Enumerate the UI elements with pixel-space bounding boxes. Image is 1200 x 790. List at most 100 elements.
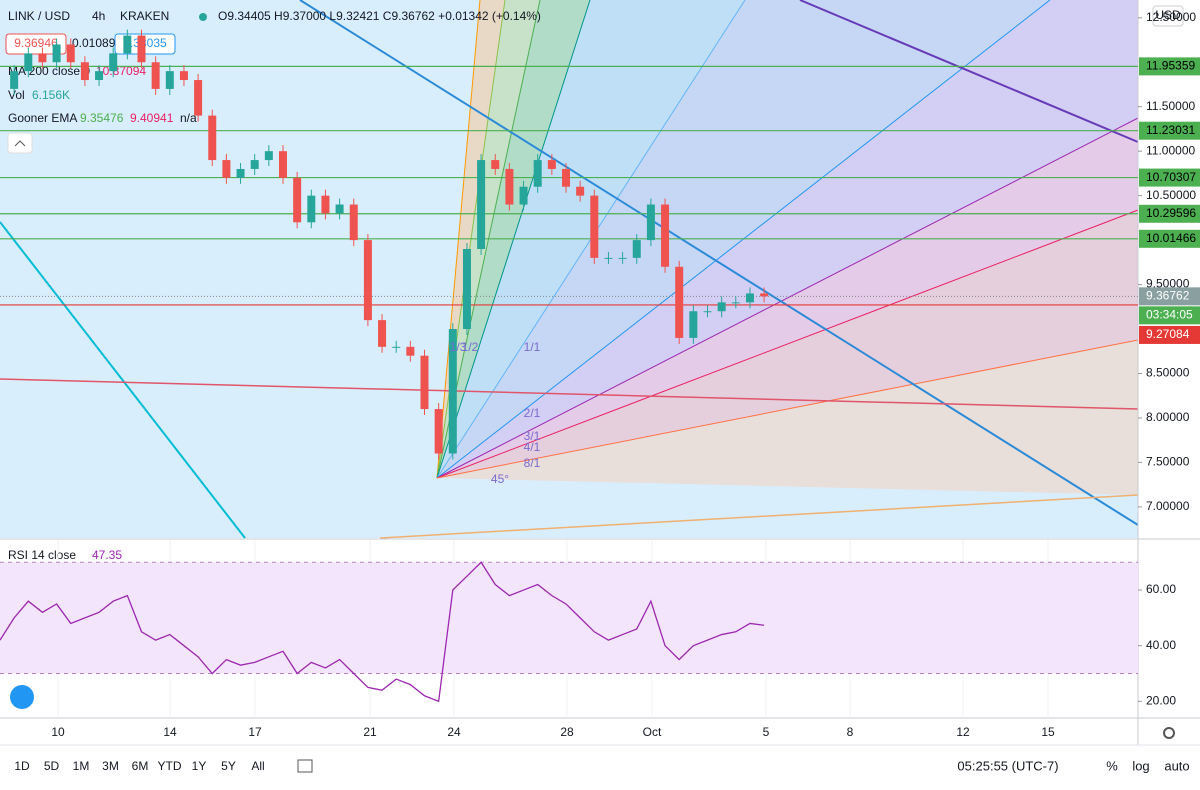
- trend-line: [379, 494, 1139, 539]
- rsi-band: [0, 562, 1138, 674]
- candle: [448, 329, 457, 454]
- candle: [760, 293, 769, 297]
- x-tick-label: 17: [248, 725, 262, 739]
- currency[interactable]: USD: [1155, 8, 1181, 22]
- x-tick-label: 12: [956, 725, 970, 739]
- range-button[interactable]: YTD: [158, 759, 182, 773]
- candle: [717, 302, 726, 312]
- candle: [24, 53, 33, 72]
- candle: [519, 186, 528, 205]
- range-button[interactable]: 1Y: [192, 759, 207, 773]
- y-tick-label: 12.50000: [1146, 10, 1196, 24]
- candle: [406, 346, 415, 356]
- collapse-icon: [14, 140, 26, 147]
- last-price-label: 9.36762: [1146, 289, 1190, 303]
- indicator-name: Gooner EMA: [8, 111, 77, 125]
- fan-label: 2/1: [524, 406, 541, 420]
- range-button[interactable]: 5D: [44, 759, 60, 773]
- settings-icon[interactable]: [1163, 727, 1175, 739]
- range-button[interactable]: 1M: [73, 759, 90, 773]
- candle: [420, 355, 429, 410]
- candle: [335, 204, 344, 214]
- candle: [689, 311, 698, 338]
- date-range-icon[interactable]: [297, 759, 313, 773]
- indicator-value: 10.87094: [96, 64, 146, 78]
- range-button[interactable]: 3M: [102, 759, 119, 773]
- candle: [661, 204, 670, 267]
- bid[interactable]: 9.36946: [14, 36, 58, 50]
- interval: 4h: [92, 9, 105, 23]
- x-tick-label: Oct: [643, 725, 662, 739]
- indicator-value: 6.156K: [32, 88, 70, 102]
- x-tick-label: 5: [763, 725, 770, 739]
- level-label: 11.23031: [1146, 123, 1195, 137]
- fan-line: [436, 209, 1139, 479]
- gann-fan: [437, 0, 1138, 495]
- currency-box[interactable]: [1152, 5, 1184, 27]
- countdown-tag: [1139, 306, 1200, 325]
- exchange: KRAKEN: [120, 9, 169, 23]
- candle: [675, 266, 684, 338]
- fan-label: 1/3: [450, 340, 467, 354]
- auto-toggle[interactable]: auto: [1164, 758, 1189, 773]
- candle: [703, 311, 712, 313]
- candle: [590, 195, 599, 258]
- candle: [208, 115, 217, 161]
- candle: [491, 160, 500, 169]
- last-price-tag: [1139, 287, 1200, 306]
- spread: 0.01089: [72, 36, 116, 50]
- x-tick-label: 21: [363, 725, 377, 739]
- y-tick-label: 11.50000: [1146, 99, 1195, 113]
- symbol: LINK / USD: [8, 9, 70, 23]
- x-tick-label: 14: [163, 725, 177, 739]
- collapse-button[interactable]: [7, 132, 33, 154]
- fan-label: 8/1: [524, 456, 541, 470]
- x-tick-label: 10: [51, 725, 65, 739]
- indicator-value: 9.40941: [130, 111, 174, 125]
- fan-label: 1/1: [524, 340, 541, 354]
- indicator-value: n/a: [180, 111, 197, 125]
- candle: [194, 80, 203, 116]
- y-tick-label: 9.50000: [1146, 277, 1190, 291]
- range-button[interactable]: 5Y: [221, 759, 236, 773]
- trend-line: [799, 0, 1139, 143]
- candle: [151, 62, 160, 89]
- range-button[interactable]: 6M: [132, 759, 149, 773]
- candle: [731, 302, 740, 304]
- fan-label: 45°: [491, 472, 509, 486]
- candle: [95, 71, 104, 81]
- level-tag: [1139, 121, 1200, 140]
- countdown: 03:34:05: [1146, 308, 1193, 322]
- candle: [321, 195, 330, 214]
- y-tick-label: 7.50000: [1146, 455, 1190, 469]
- candle: [307, 195, 316, 223]
- fan-line: [436, 339, 1139, 479]
- candle: [562, 168, 570, 187]
- bid-box[interactable]: [5, 33, 67, 55]
- fan-label: 3/1: [524, 429, 541, 443]
- log-toggle[interactable]: log: [1132, 758, 1149, 773]
- y-tick-label: 8.50000: [1146, 366, 1190, 380]
- y-tick-label: 11.00000: [1146, 143, 1195, 157]
- candle: [505, 168, 514, 205]
- fan-label: 4/1: [524, 440, 541, 454]
- range-button[interactable]: All: [251, 759, 264, 773]
- candle: [279, 151, 287, 178]
- rsi-title: RSI 14 close: [8, 548, 76, 562]
- level-label: 11.95359: [1146, 59, 1195, 73]
- candle: [264, 151, 273, 161]
- candle: [80, 62, 89, 81]
- percent-toggle[interactable]: %: [1106, 758, 1118, 773]
- rsi-tick-label: 60.00: [1146, 582, 1176, 596]
- fan-wedge: [437, 340, 1138, 495]
- level-label: 10.29596: [1146, 206, 1196, 220]
- status-dot: [199, 13, 207, 21]
- logo: [10, 685, 34, 709]
- candle: [576, 186, 585, 196]
- candle: [378, 320, 387, 347]
- candle: [236, 168, 245, 178]
- candle: [165, 71, 174, 89]
- range-button[interactable]: 1D: [14, 759, 30, 773]
- candle: [38, 53, 47, 63]
